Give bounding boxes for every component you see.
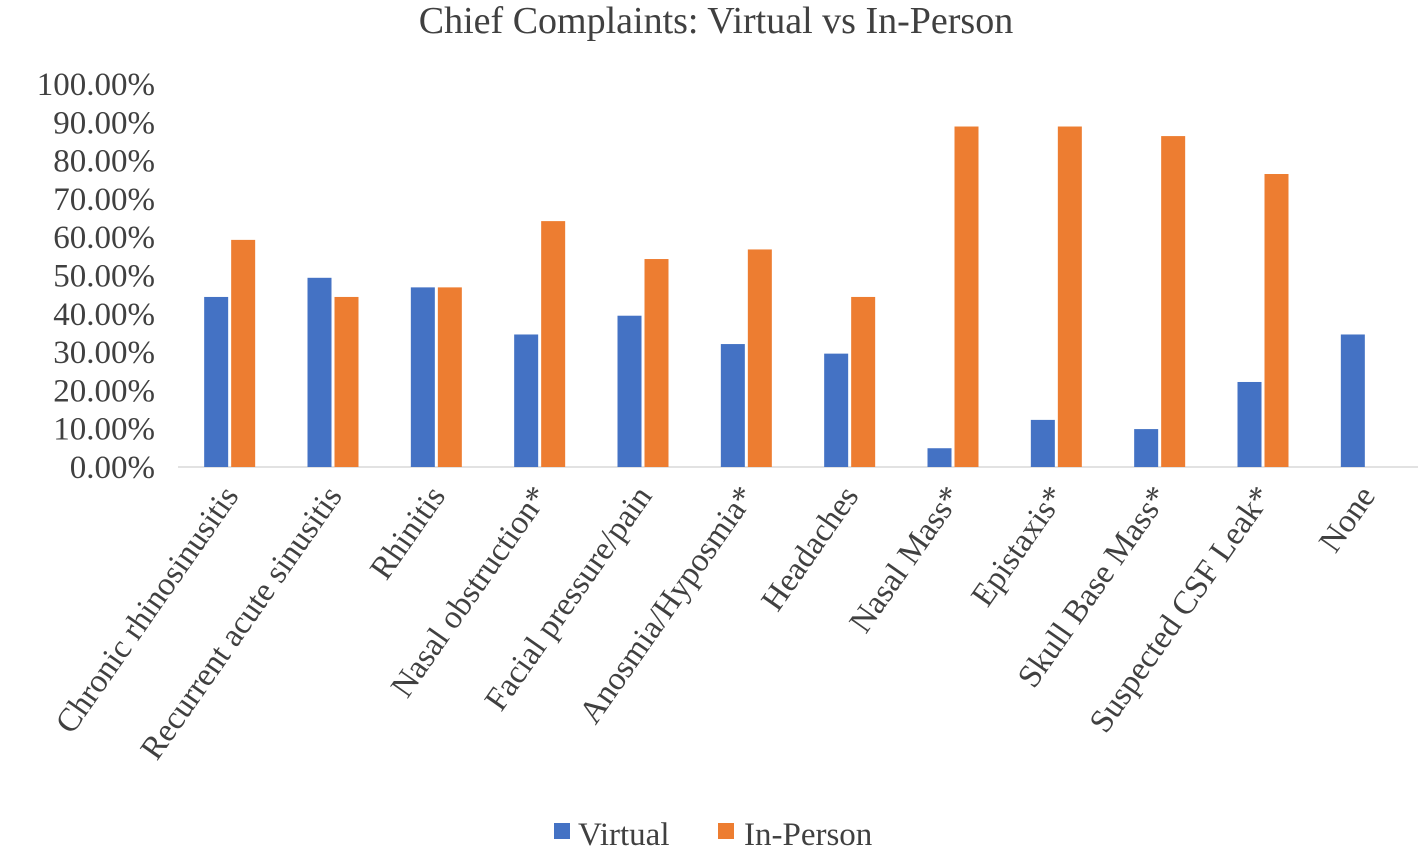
legend: Virtual In-Person xyxy=(554,817,872,847)
bar-virtual-epistaxis xyxy=(1030,419,1055,467)
bar-in-person-epistaxis xyxy=(1057,126,1082,467)
bar-virtual-chronic-rhinosinusitis xyxy=(204,296,229,467)
y-tick-label: 60.00% xyxy=(53,220,155,256)
bar-virtual-nasal-mass xyxy=(927,448,952,467)
bar-virtual-rhinitis xyxy=(410,287,435,467)
bar-in-person-rhinitis xyxy=(437,287,462,467)
bar-in-person-recurrent-acute-sinusitis xyxy=(334,296,359,467)
bars xyxy=(204,126,1365,467)
y-tick-label: 100.00% xyxy=(37,67,155,103)
y-tick-label: 20.00% xyxy=(53,373,155,409)
x-tick-label: Rhinitis xyxy=(363,480,452,586)
y-tick-label: 30.00% xyxy=(53,335,155,371)
bar-in-person-nasal-mass xyxy=(954,126,979,467)
legend-swatch-in-person xyxy=(718,823,734,839)
legend-label-virtual: Virtual xyxy=(578,817,670,847)
y-tick-label: 40.00% xyxy=(53,297,155,333)
x-tick-label: Suspected CSF Leak* xyxy=(1083,480,1280,739)
x-tick-label: Headaches xyxy=(755,480,866,618)
bar-virtual-recurrent-acute-sinusitis xyxy=(307,277,332,467)
bar-virtual-nasal-obstruction xyxy=(514,334,539,467)
bar-in-person-nasal-obstruction xyxy=(541,221,566,467)
legend-label-in-person: In-Person xyxy=(744,817,872,847)
x-tick-label: None xyxy=(1312,480,1382,559)
y-tick-label: 0.00% xyxy=(70,450,155,486)
bar-in-person-chronic-rhinosinusitis xyxy=(231,239,256,467)
x-tick-label: Epistaxis* xyxy=(965,480,1073,613)
bar-virtual-facial-pressure-pain xyxy=(617,315,642,467)
x-tick-label: Anosmia/Hyposmia* xyxy=(573,480,763,730)
legend-swatch-virtual xyxy=(554,823,570,839)
bar-in-person-skull-base-mass xyxy=(1161,136,1186,467)
bar-in-person-headaches xyxy=(851,296,876,467)
y-tick-label: 90.00% xyxy=(53,105,155,141)
bar-virtual-headaches xyxy=(824,353,849,467)
bar-in-person-facial-pressure-pain xyxy=(644,259,669,467)
y-axis-ticks: 0.00%10.00%20.00%30.00%40.00%50.00%60.00… xyxy=(37,67,155,486)
bar-virtual-skull-base-mass xyxy=(1134,429,1159,467)
x-tick-label: Recurrent acute sinusitis xyxy=(134,480,350,766)
bar-in-person-suspected-csf-leak xyxy=(1264,174,1289,467)
y-tick-label: 70.00% xyxy=(53,182,155,218)
bar-virtual-anosmia-hyposmia xyxy=(720,344,745,467)
chart-title: Chief Complaints: Virtual vs In-Person xyxy=(419,0,1013,42)
y-tick-label: 80.00% xyxy=(53,144,155,180)
x-tick-label: Chronic rhinosinusitis xyxy=(49,480,246,740)
bar-virtual-suspected-csf-leak xyxy=(1237,381,1262,467)
bar-virtual-none xyxy=(1340,334,1365,467)
y-tick-label: 10.00% xyxy=(53,412,155,448)
bar-in-person-anosmia-hyposmia xyxy=(747,249,772,467)
y-tick-label: 50.00% xyxy=(53,259,155,295)
